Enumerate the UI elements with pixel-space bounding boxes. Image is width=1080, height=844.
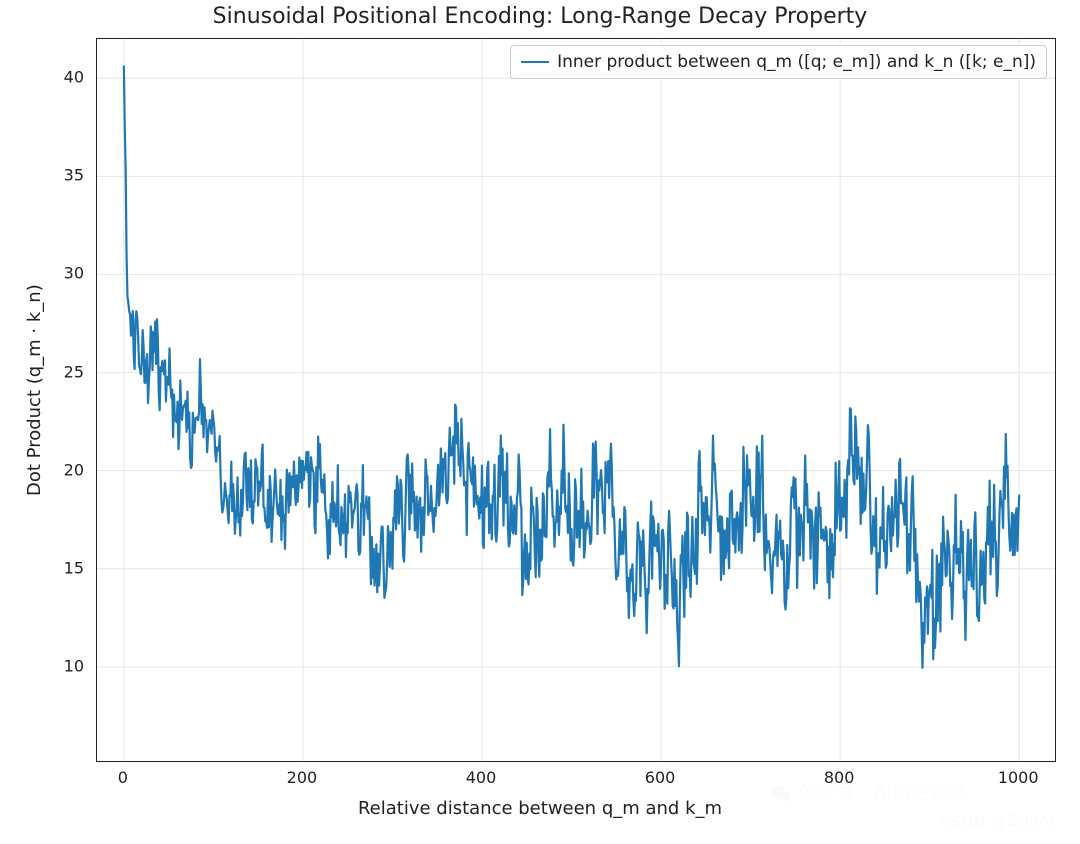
- legend-label: Inner product between q_m ([q; e_m]) and…: [557, 52, 1036, 72]
- x-tick-label: 400: [466, 768, 497, 787]
- y-axis-label: Dot Product (q_m · k_n): [24, 284, 45, 496]
- plot-area: Inner product between q_m ([q; e_m]) and…: [96, 38, 1056, 762]
- y-tick-label: 20: [64, 460, 84, 479]
- y-tick-label: 15: [64, 558, 84, 577]
- y-tick-label: 30: [64, 264, 84, 283]
- grid: [97, 39, 1055, 761]
- chart-title: Sinusoidal Positional Encoding: Long-Ran…: [0, 4, 1080, 29]
- legend: Inner product between q_m ([q; e_m]) and…: [510, 45, 1047, 79]
- legend-swatch: [521, 61, 549, 64]
- y-tick-label: 35: [64, 166, 84, 185]
- y-tick-label: 25: [64, 362, 84, 381]
- y-tick-label: 40: [64, 68, 84, 87]
- x-axis-label: Relative distance between q_m and k_m: [0, 798, 1080, 819]
- series-group: [124, 66, 1019, 667]
- figure: Sinusoidal Positional Encoding: Long-Ran…: [0, 0, 1080, 844]
- x-tick-label: 200: [287, 768, 318, 787]
- x-tick-label: 800: [824, 768, 855, 787]
- plot-svg: [97, 39, 1055, 761]
- x-tick-label: 0: [118, 768, 128, 787]
- x-tick-label: 600: [645, 768, 676, 787]
- x-tick-label: 1000: [998, 768, 1039, 787]
- series-line: [124, 66, 1019, 667]
- y-tick-label: 10: [64, 656, 84, 675]
